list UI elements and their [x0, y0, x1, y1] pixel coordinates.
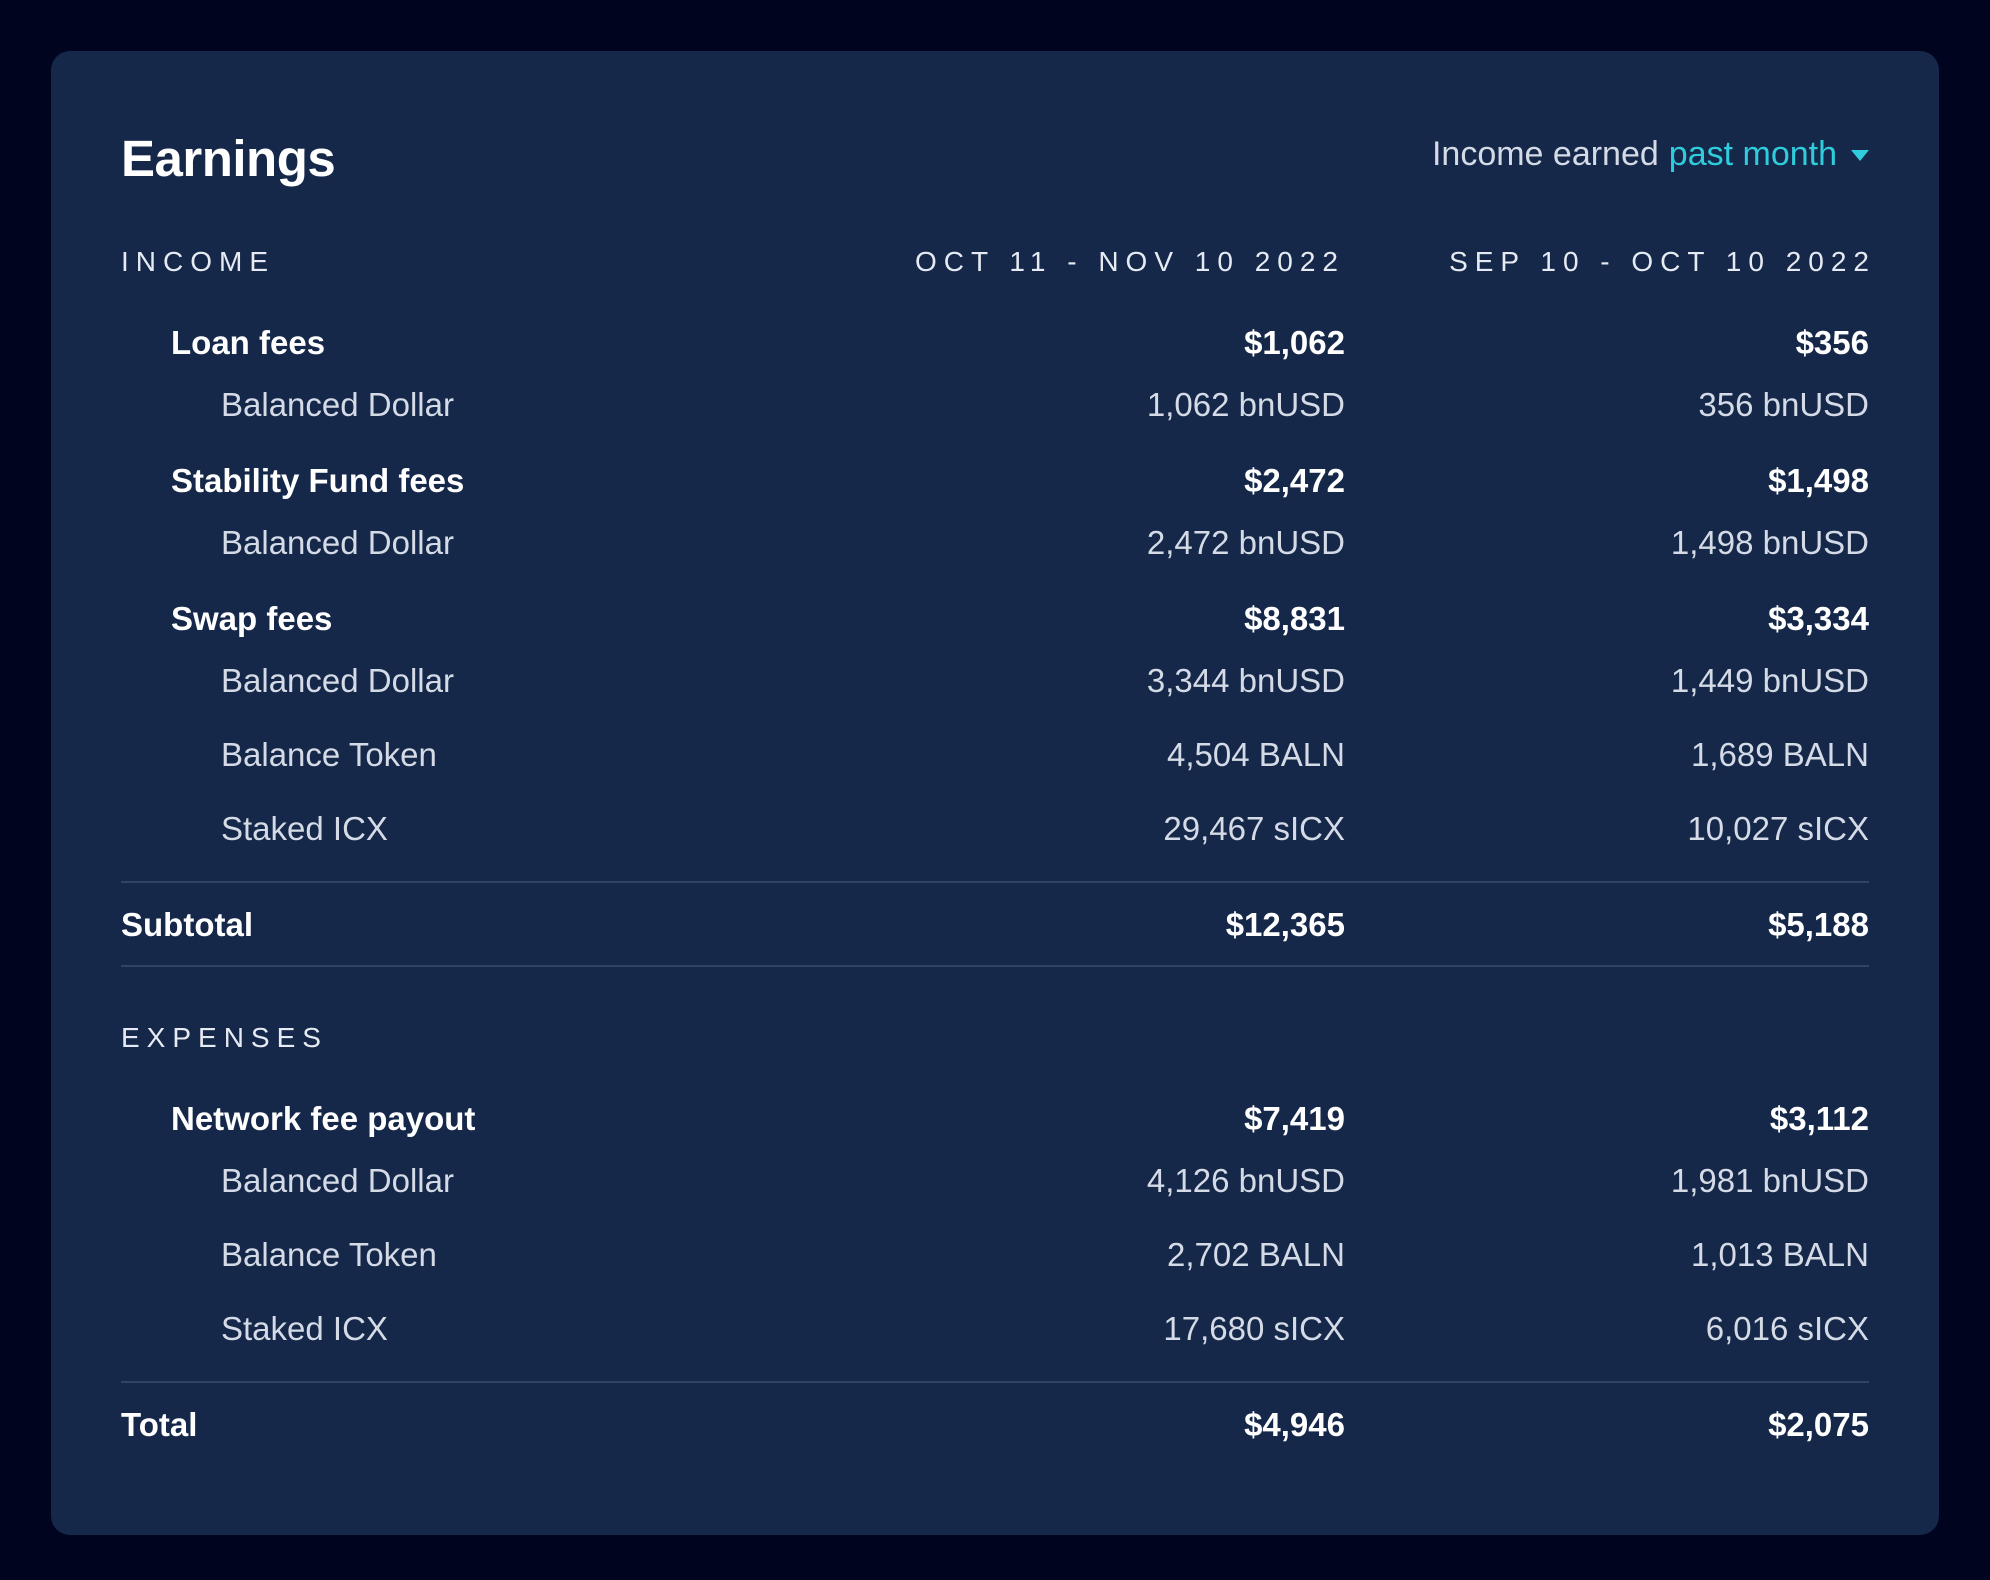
item-previous-value: 6,016 sICX [1705, 1310, 1869, 1347]
divider [121, 881, 1869, 883]
period-selector[interactable]: Income earned past month [1432, 135, 1869, 174]
item-current-value: 2,472 bnUSD [1146, 524, 1345, 561]
caret-down-icon[interactable] [1851, 150, 1869, 161]
item-name: Balance Token [221, 1236, 437, 1273]
subtotal-current-value: $12,365 [1225, 906, 1345, 943]
earnings-card: Earnings Income earned past month INCOME… [51, 51, 1939, 1535]
income-category-row: Loan fees $1,062 $356 [121, 313, 1869, 373]
category-previous-value: $1,498 [1768, 462, 1869, 499]
item-previous-value: 1,449 bnUSD [1670, 662, 1869, 699]
item-previous-value: 1,689 BALN [1691, 736, 1869, 773]
item-previous-value: 1,981 bnUSD [1670, 1162, 1869, 1199]
expense-category-row: Network fee payout $7,419 $3,112 [121, 1089, 1869, 1149]
total-label: Total [121, 1406, 198, 1443]
item-previous-value: 10,027 sICX [1687, 810, 1869, 847]
item-previous-value: 356 bnUSD [1698, 386, 1869, 423]
item-current-value: 4,126 bnUSD [1146, 1162, 1345, 1199]
expense-item-row: Balanced Dollar 4,126 bnUSD 1,981 bnUSD [121, 1151, 1869, 1211]
category-name: Loan fees [171, 324, 326, 361]
item-current-value: 17,680 sICX [1163, 1310, 1345, 1347]
category-name: Swap fees [171, 600, 333, 637]
subtotal-previous-value: $5,188 [1768, 906, 1869, 943]
category-previous-value: $3,334 [1768, 600, 1869, 637]
item-current-value: 4,504 BALN [1167, 736, 1345, 773]
divider [121, 965, 1869, 967]
income-category-row: Swap fees $8,831 $3,334 [121, 589, 1869, 649]
category-previous-value: $3,112 [1769, 1100, 1869, 1137]
item-name: Balanced Dollar [221, 1162, 454, 1199]
category-name: Stability Fund fees [171, 462, 465, 499]
total-row: Total $4,946 $2,075 [121, 1395, 1869, 1455]
item-name: Balanced Dollar [221, 524, 454, 561]
item-current-value: 3,344 bnUSD [1146, 662, 1345, 699]
category-name: Network fee payout [171, 1100, 476, 1137]
item-previous-value: 1,013 BALN [1691, 1236, 1869, 1273]
income-item-row: Balance Token 4,504 BALN 1,689 BALN [121, 725, 1869, 785]
item-current-value: 29,467 sICX [1163, 810, 1345, 847]
column-header-current: OCT 11 - NOV 10 2022 [915, 246, 1345, 277]
category-previous-value: $356 [1795, 324, 1869, 361]
period-prefix: Income earned [1431, 135, 1659, 173]
item-current-value: 2,702 BALN [1167, 1236, 1345, 1273]
item-name: Staked ICX [221, 810, 388, 847]
item-current-value: 1,062 bnUSD [1146, 386, 1345, 423]
expense-item-row: Balance Token 2,702 BALN 1,013 BALN [121, 1225, 1869, 1285]
category-current-value: $2,472 [1244, 462, 1345, 499]
item-name: Staked ICX [221, 1310, 388, 1347]
income-category-row: Stability Fund fees $2,472 $1,498 [121, 451, 1869, 511]
income-item-row: Staked ICX 29,467 sICX 10,027 sICX [121, 799, 1869, 859]
item-previous-value: 1,498 bnUSD [1670, 524, 1869, 561]
total-current-value: $4,946 [1244, 1406, 1345, 1443]
category-current-value: $1,062 [1244, 324, 1345, 361]
page-title: Earnings [121, 130, 336, 187]
income-section-label: INCOME [121, 246, 275, 277]
item-name: Balanced Dollar [221, 386, 454, 423]
period-value[interactable]: past month [1668, 135, 1837, 173]
category-current-value: $7,419 [1244, 1100, 1345, 1137]
item-name: Balance Token [221, 736, 437, 773]
expenses-section-label: EXPENSES [121, 1022, 328, 1053]
category-current-value: $8,831 [1244, 600, 1345, 637]
item-name: Balanced Dollar [221, 662, 454, 699]
column-header-previous: SEP 10 - OCT 10 2022 [1449, 246, 1876, 277]
subtotal-row: Subtotal $12,365 $5,188 [121, 895, 1869, 955]
divider [121, 1381, 1869, 1383]
income-item-row: Balanced Dollar 1,062 bnUSD 356 bnUSD [121, 375, 1869, 435]
income-item-row: Balanced Dollar 2,472 bnUSD 1,498 bnUSD [121, 513, 1869, 573]
subtotal-label: Subtotal [121, 906, 253, 943]
expense-item-row: Staked ICX 17,680 sICX 6,016 sICX [121, 1299, 1869, 1359]
total-previous-value: $2,075 [1768, 1406, 1869, 1443]
income-item-row: Balanced Dollar 3,344 bnUSD 1,449 bnUSD [121, 651, 1869, 711]
